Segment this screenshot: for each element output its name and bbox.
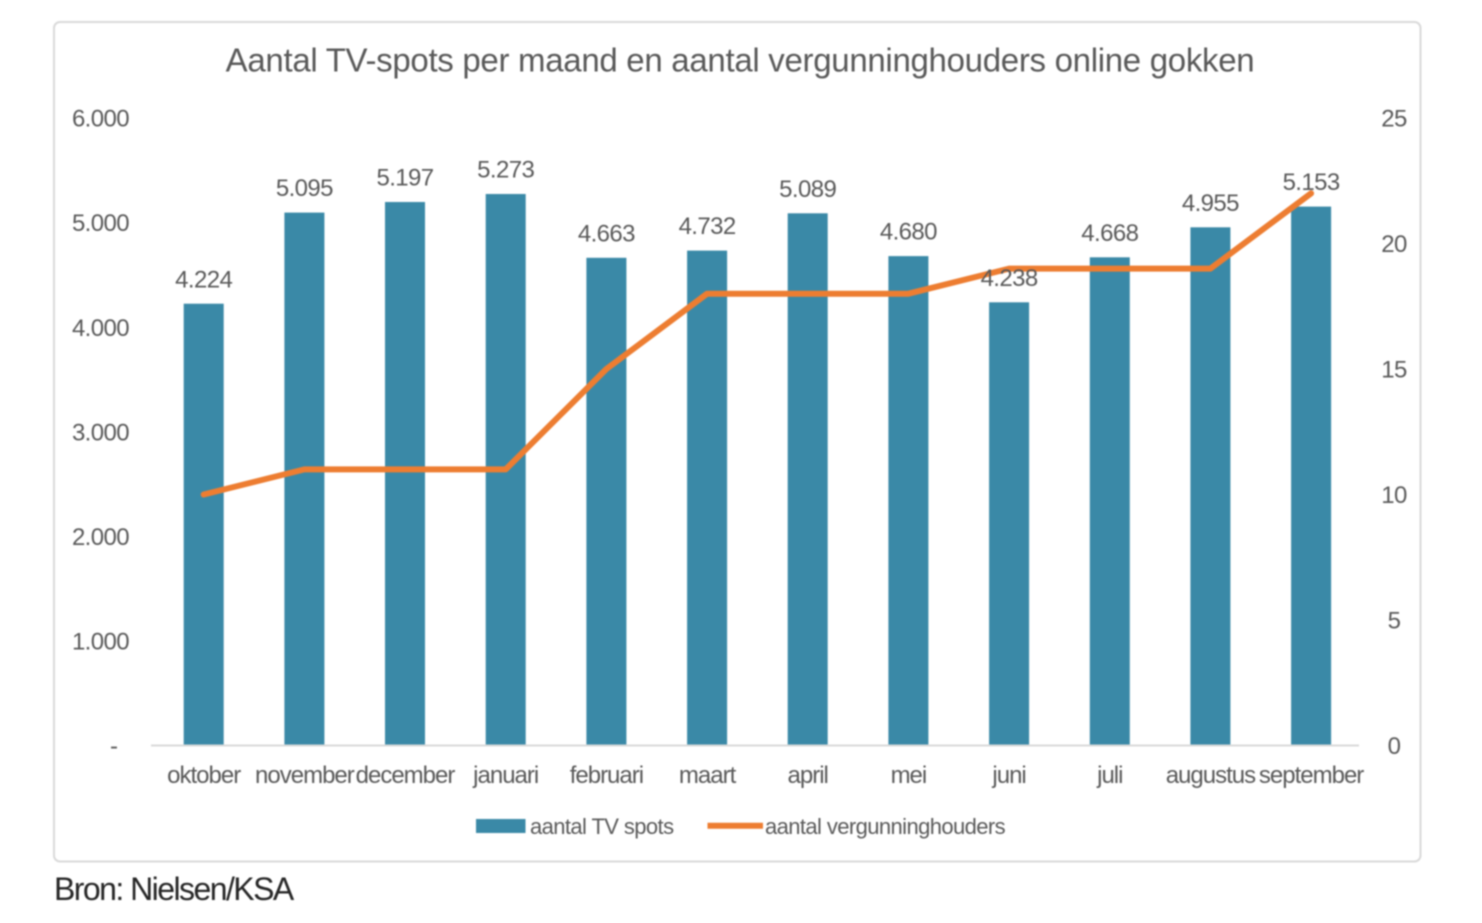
svg-text:4.668: 4.668 <box>1081 220 1138 247</box>
svg-text:5: 5 <box>1388 608 1401 635</box>
svg-text:6.000: 6.000 <box>72 106 129 133</box>
svg-text:4.000: 4.000 <box>72 315 129 342</box>
svg-text:4.224: 4.224 <box>175 266 232 293</box>
svg-text:november: november <box>255 762 355 789</box>
svg-text:4.680: 4.680 <box>880 219 937 246</box>
svg-text:Bron: Nielsen/KSA: Bron: Nielsen/KSA <box>54 871 295 907</box>
svg-text:september: september <box>1259 762 1364 789</box>
svg-text:5.089: 5.089 <box>779 176 836 203</box>
svg-text:5.000: 5.000 <box>72 210 129 237</box>
svg-text:mei: mei <box>891 762 927 789</box>
svg-text:aantal TV spots: aantal TV spots <box>530 814 674 839</box>
svg-text:4.732: 4.732 <box>679 213 736 240</box>
svg-text:maart: maart <box>679 762 737 789</box>
svg-text:1.000: 1.000 <box>72 629 129 656</box>
svg-text:-: - <box>110 733 118 760</box>
svg-text:Aantal TV-spots per maand en a: Aantal TV-spots per maand en aantal verg… <box>226 42 1255 79</box>
svg-text:25: 25 <box>1381 106 1407 133</box>
svg-text:20: 20 <box>1381 231 1407 258</box>
svg-text:4.663: 4.663 <box>578 220 635 247</box>
svg-text:april: april <box>788 762 828 789</box>
svg-text:0: 0 <box>1388 733 1401 760</box>
svg-text:aantal vergunninghouders: aantal vergunninghouders <box>765 814 1006 839</box>
svg-text:4.955: 4.955 <box>1182 190 1239 217</box>
svg-text:oktober: oktober <box>167 762 241 789</box>
svg-text:januari: januari <box>472 762 538 789</box>
svg-text:3.000: 3.000 <box>72 419 129 446</box>
svg-text:februari: februari <box>570 762 643 789</box>
svg-text:5.153: 5.153 <box>1283 169 1340 196</box>
svg-text:5.095: 5.095 <box>276 175 333 202</box>
svg-text:5.197: 5.197 <box>376 165 433 192</box>
svg-text:augustus: augustus <box>1166 762 1256 789</box>
svg-text:4.238: 4.238 <box>981 265 1038 292</box>
svg-text:15: 15 <box>1381 357 1407 384</box>
svg-text:juni: juni <box>991 762 1025 789</box>
svg-text:juli: juli <box>1096 762 1122 789</box>
svg-text:december: december <box>356 762 456 789</box>
svg-text:2.000: 2.000 <box>72 524 129 551</box>
svg-text:5.273: 5.273 <box>477 157 534 184</box>
svg-text:10: 10 <box>1381 482 1407 509</box>
